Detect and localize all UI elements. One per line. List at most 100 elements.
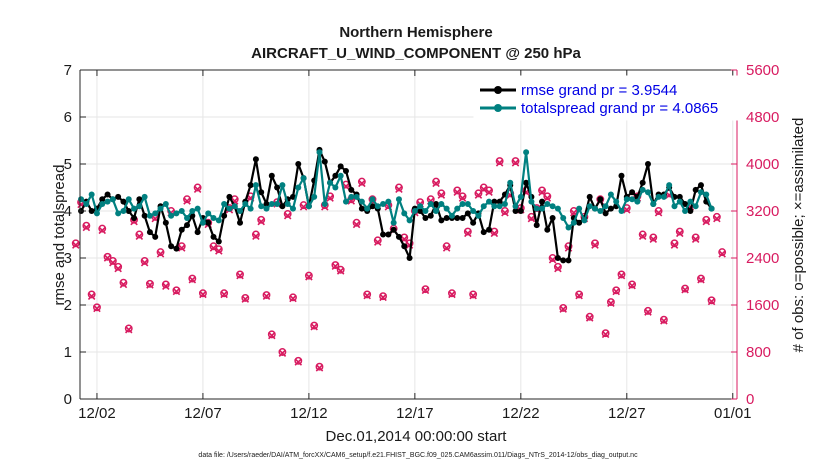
- y-tick-label: 7: [64, 62, 72, 79]
- totalspread-point: [374, 203, 381, 210]
- rmse-point: [554, 255, 561, 261]
- obs-possible-marker: [474, 189, 483, 198]
- totalspread-point: [115, 210, 122, 217]
- totalspread-point: [205, 210, 212, 217]
- obs-possible-marker: [591, 239, 599, 248]
- obs-assimilated-marker: [707, 297, 716, 306]
- totalspread-point: [162, 200, 169, 207]
- y2-tick-label: 4000: [746, 156, 779, 173]
- totalspread-point: [427, 200, 434, 207]
- obs-assimilated-marker: [326, 194, 334, 202]
- obs-assimilated-marker: [140, 258, 149, 267]
- totalspread-point: [327, 179, 334, 186]
- y-tick-label: 5: [64, 156, 72, 173]
- obs-assimilated-marker: [570, 208, 578, 217]
- rmse-point: [146, 229, 153, 236]
- totalspread-point: [496, 203, 503, 210]
- rmse-point: [131, 215, 138, 222]
- totalspread-point: [104, 198, 111, 205]
- obs-assimilated-marker: [103, 254, 112, 262]
- obs-assimilated-marker: [676, 229, 684, 238]
- obs-assimilated-marker: [654, 208, 663, 217]
- rmse-point: [687, 208, 694, 214]
- rmse-point: [491, 198, 498, 205]
- obs-possible-marker: [575, 290, 584, 299]
- obs-assimilated-marker: [501, 208, 509, 217]
- totalspread-point: [401, 210, 408, 217]
- obs-possible-marker: [140, 256, 149, 265]
- rmse-point: [464, 210, 471, 217]
- totalspread-point: [93, 210, 100, 217]
- obs-possible-marker: [304, 271, 313, 280]
- obs-assimilated-marker: [315, 364, 324, 372]
- totalspread-point: [501, 200, 508, 207]
- obs-possible-marker: [161, 280, 170, 289]
- totalspread-point: [99, 200, 106, 207]
- rmse-point: [390, 226, 397, 233]
- obs-assimilated-marker: [146, 281, 154, 289]
- rmse-point: [422, 215, 429, 222]
- totalspread-point: [157, 205, 164, 212]
- rmse-point: [639, 179, 646, 186]
- x-tick-label: 12/17: [396, 405, 434, 422]
- obs-assimilated-marker: [495, 159, 504, 167]
- rmse-point: [332, 172, 339, 179]
- rmse-point: [486, 226, 493, 233]
- obs-possible-marker: [543, 192, 552, 201]
- totalspread-point: [337, 172, 344, 179]
- obs-assimilated-marker: [379, 293, 387, 302]
- obs-assimilated-marker: [511, 159, 520, 167]
- x-tick-label: 12/22: [502, 405, 540, 422]
- obs-assimilated-marker: [257, 217, 265, 226]
- obs-assimilated-marker: [82, 223, 91, 232]
- obs-assimilated-marker: [601, 330, 610, 339]
- totalspread-point: [332, 184, 339, 191]
- obs-possible-marker: [289, 293, 297, 302]
- rmse-point: [178, 226, 185, 233]
- totalspread-point: [237, 208, 244, 214]
- obs-possible-marker: [395, 183, 403, 192]
- totalspread-point: [358, 198, 365, 205]
- obs-assimilated-marker: [638, 232, 647, 241]
- totalspread-point: [168, 212, 175, 219]
- obs-possible-marker: [103, 252, 112, 261]
- axis-layer: 12/02 12/07 12/12 12/17 12/22 12/27 01/0101234…: [64, 62, 780, 422]
- x-tick-label: 12/02: [78, 405, 116, 422]
- totalspread-point: [210, 215, 217, 222]
- totalspread-point: [390, 219, 397, 226]
- obs-assimilated-marker: [421, 286, 430, 295]
- obs-possible-marker: [702, 215, 711, 224]
- obs-possible-marker: [670, 239, 679, 248]
- totalspread-point: [554, 205, 561, 212]
- totalspread-point: [602, 203, 609, 210]
- rmse-point: [295, 161, 302, 167]
- totalspread-point: [247, 205, 254, 212]
- obs-possible-marker: [659, 315, 668, 324]
- rmse-point: [168, 243, 175, 250]
- y2-tick-label: 3200: [746, 203, 779, 220]
- rmse-point: [358, 205, 365, 212]
- rmse-point: [205, 219, 212, 226]
- obs-assimilated-marker: [294, 358, 303, 366]
- totalspread-point: [592, 205, 599, 212]
- obs-assimilated-marker: [527, 214, 536, 223]
- obs-possible-marker: [98, 224, 107, 233]
- totalspread-point: [395, 196, 402, 203]
- obs-assimilated-marker: [98, 226, 107, 235]
- rmse-point: [385, 231, 392, 238]
- totalspread-point: [570, 219, 577, 226]
- obs-possible-marker: [707, 296, 716, 305]
- totalspread-point: [364, 205, 371, 212]
- x-tick-label: 01/01: [714, 405, 752, 422]
- obs-possible-marker: [294, 356, 303, 365]
- obs-possible-marker: [368, 195, 377, 204]
- totalspread-point: [231, 203, 238, 210]
- totalspread-point: [422, 208, 429, 214]
- obs-possible-marker: [236, 270, 244, 279]
- totalspread-point: [433, 208, 440, 214]
- obs-possible-marker: [87, 290, 96, 299]
- y2-tick-label: 5600: [746, 62, 779, 79]
- totalspread-point: [692, 203, 699, 210]
- totalspread-point: [152, 210, 159, 217]
- totalspread-point: [443, 205, 450, 212]
